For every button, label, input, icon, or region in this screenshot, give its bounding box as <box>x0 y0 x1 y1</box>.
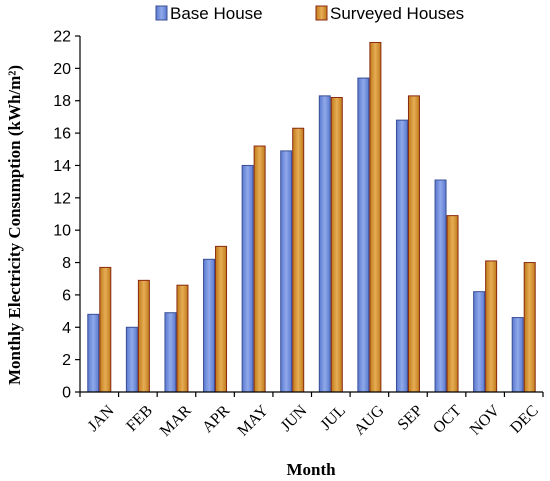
bar-surveyed-houses-dec <box>523 262 536 393</box>
x-tick-label-dec: DEC <box>507 402 542 437</box>
y-tick-label: 12 <box>53 190 71 207</box>
x-tick-label-jul: JUL <box>317 402 349 434</box>
bar-surveyed-houses-jan <box>99 266 112 393</box>
bar-base-house-feb <box>125 326 138 393</box>
y-tick-label: 8 <box>62 255 71 272</box>
legend-swatch-surveyed-houses <box>315 5 328 21</box>
y-tick-label: 2 <box>62 352 71 369</box>
x-tick-label-oct: OCT <box>430 402 465 437</box>
x-tick-label-may: MAY <box>234 402 272 440</box>
y-tick-label: 20 <box>53 61 71 78</box>
y-tick-label: 14 <box>53 158 71 175</box>
bar-base-house-may <box>241 164 254 393</box>
bars <box>87 41 536 393</box>
bar-surveyed-houses-jul <box>330 96 343 393</box>
y-tick-label: 18 <box>53 93 71 110</box>
y-axis-title: Monthly Electricity Consumption (kWh/m²) <box>5 65 24 385</box>
bar-base-house-nov <box>473 291 486 393</box>
x-axis-ticks: JAN FEB MAR APR MAY JUN JUL AUG SEP OCT NOV DEC <box>79 392 544 440</box>
y-tick-label: 6 <box>62 287 71 304</box>
bar-surveyed-houses-aug <box>369 41 382 393</box>
x-tick-label-feb: FEB <box>123 402 156 435</box>
y-tick-label: 10 <box>53 223 71 240</box>
bar-base-house-oct <box>434 179 447 393</box>
bar-surveyed-houses-apr <box>215 245 228 393</box>
bar-surveyed-houses-feb <box>137 279 150 393</box>
bar-surveyed-houses-may <box>253 145 266 393</box>
legend: Base House Surveyed Houses <box>155 4 464 23</box>
x-tick-label-nov: NOV <box>467 402 504 439</box>
legend-swatch-base-house <box>155 5 168 21</box>
bar-base-house-jul <box>318 95 331 393</box>
x-tick-label-sep: SEP <box>395 402 427 434</box>
bar-surveyed-houses-sep <box>407 95 420 393</box>
x-tick-label-aug: AUG <box>351 402 388 439</box>
bar-surveyed-houses-oct <box>446 215 459 393</box>
bar-surveyed-houses-mar <box>176 284 189 393</box>
bar-surveyed-houses-jun <box>292 127 305 393</box>
y-tick-label: 4 <box>62 320 71 337</box>
bar-base-house-mar <box>164 312 177 393</box>
legend-label-base-house: Base House <box>170 4 263 23</box>
y-axis-ticks: 0 2 4 6 8 10 12 14 16 18 20 22 <box>53 29 80 402</box>
x-tick-label-mar: MAR <box>157 402 195 440</box>
bar-surveyed-houses-nov <box>485 260 498 393</box>
x-tick-label-jun: JUN <box>278 402 311 435</box>
bar-base-house-apr <box>203 258 216 393</box>
y-tick-label: 22 <box>53 29 71 46</box>
bar-base-house-jan <box>87 313 100 393</box>
x-tick-label-jan: JAN <box>85 402 118 435</box>
bar-base-house-jun <box>280 150 293 393</box>
x-tick-label-apr: APR <box>199 402 233 436</box>
y-tick-label: 0 <box>62 385 71 402</box>
y-tick-label: 16 <box>53 126 71 143</box>
x-axis-title: Month <box>286 460 336 479</box>
bar-base-house-aug <box>357 77 370 393</box>
legend-label-surveyed-houses: Surveyed Houses <box>330 4 464 23</box>
bar-base-house-sep <box>395 119 408 393</box>
bar-base-house-dec <box>511 317 524 393</box>
